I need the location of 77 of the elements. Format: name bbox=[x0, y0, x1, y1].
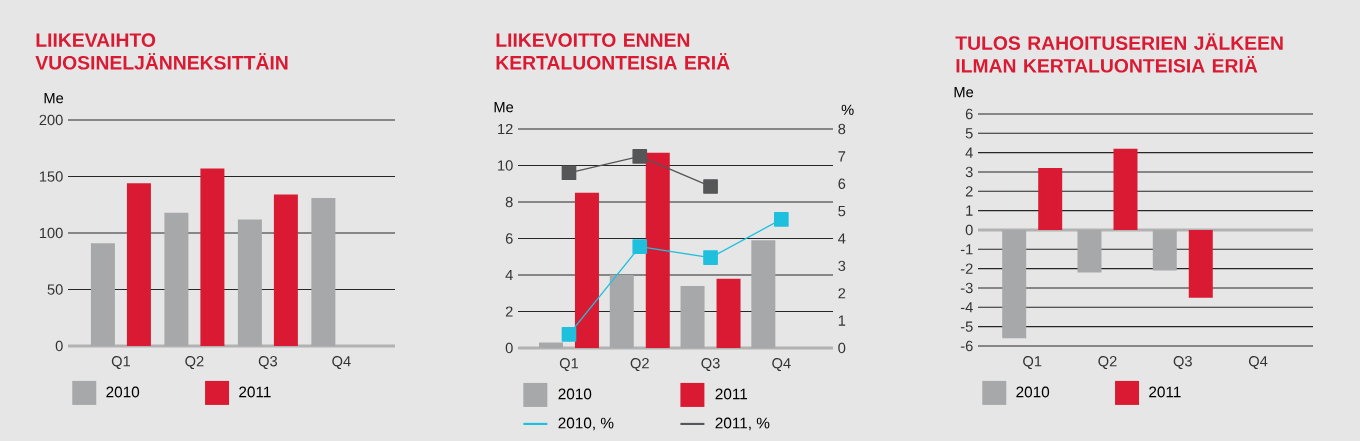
y-tick-label: 150 bbox=[39, 171, 63, 182]
y-tick-label: -4 bbox=[960, 302, 973, 313]
y-tick-label: -1 bbox=[960, 244, 973, 255]
y2-tick-label: 6 bbox=[838, 178, 846, 189]
y-tick-label: 6 bbox=[505, 233, 513, 244]
y2-tick-label: 3 bbox=[838, 260, 846, 272]
y-tick-label: 200 bbox=[39, 114, 63, 126]
legend-label: 2010 bbox=[558, 388, 592, 400]
y-tick-label: 0 bbox=[505, 342, 513, 354]
y-tick-label: -3 bbox=[960, 282, 973, 294]
y-tick-label: 0 bbox=[55, 340, 63, 352]
y-tick-label: 2 bbox=[505, 306, 513, 317]
y-tick-label: -5 bbox=[960, 321, 973, 332]
y2-tick-label: 2 bbox=[838, 288, 846, 299]
bar bbox=[273, 194, 298, 346]
point bbox=[703, 250, 718, 265]
x-tick-label: Q2 bbox=[630, 358, 649, 372]
y2-tick-label: 7 bbox=[838, 151, 846, 162]
legend-label: 2010 bbox=[1016, 386, 1050, 398]
chart-title: LIIKEVOITTO ENNEN KERTALUONTEISIA ERIÄ bbox=[496, 33, 730, 70]
x-tick-label: Q3 bbox=[701, 358, 720, 372]
x-tick-label: Q1 bbox=[559, 358, 579, 372]
chart-title: TULOS RAHOITUSERIEN JÄLKEEN ILMAN KERTALUONTEISIA ERIÄ bbox=[955, 33, 1283, 73]
point bbox=[561, 165, 577, 181]
y-tick-label: 10 bbox=[498, 160, 513, 171]
y-tick-label: 4 bbox=[505, 269, 513, 281]
y-tick-label: 2 bbox=[965, 186, 973, 197]
y-tick-label: 50 bbox=[47, 284, 63, 295]
x-tick-label: Q1 bbox=[1023, 356, 1042, 370]
y-axis-title: Me bbox=[954, 87, 974, 98]
y2-tick-label: 8 bbox=[838, 123, 846, 135]
legend-label: 2011 bbox=[1149, 386, 1181, 398]
bar bbox=[200, 168, 225, 346]
x-tick-label: Q3 bbox=[1173, 356, 1192, 370]
legend-label: 2011 bbox=[239, 386, 271, 398]
legend-label: 2010 bbox=[106, 386, 140, 398]
y-tick-label: 1 bbox=[966, 205, 973, 216]
y-tick-label: -2 bbox=[960, 263, 973, 274]
point bbox=[632, 149, 648, 164]
y-tick-label: 5 bbox=[965, 128, 973, 139]
x-tick-label: Q2 bbox=[185, 356, 204, 370]
bar bbox=[1188, 229, 1213, 298]
x-tick-label: Q4 bbox=[772, 358, 791, 372]
x-tick-label: Q3 bbox=[258, 356, 278, 370]
point bbox=[632, 239, 648, 255]
y2-axis-title: % bbox=[841, 104, 854, 115]
legend-label: 2011, % bbox=[715, 417, 770, 431]
point bbox=[561, 326, 577, 342]
bar bbox=[716, 278, 741, 348]
y-tick-label: -6 bbox=[960, 340, 973, 352]
y2-tick-label: 5 bbox=[838, 206, 846, 217]
y-tick-label: 12 bbox=[498, 123, 513, 135]
x-tick-label: Q4 bbox=[332, 356, 351, 370]
bar bbox=[1113, 148, 1138, 230]
legend-label: 2011 bbox=[715, 388, 748, 400]
bar bbox=[1038, 168, 1063, 230]
y-tick-label: 6 bbox=[965, 108, 973, 120]
y-tick-label: 4 bbox=[965, 147, 973, 158]
x-tick-label: Q1 bbox=[111, 356, 130, 370]
y-axis-title: Me bbox=[44, 93, 64, 104]
chart-title: LIIKEVAIHTO VUOSINELJÄNNEKSITTÄIN bbox=[35, 33, 288, 70]
x-tick-label: Q4 bbox=[1248, 356, 1268, 370]
y-axis-title: Me bbox=[494, 102, 514, 113]
point bbox=[703, 179, 718, 194]
x-tick-label: Q2 bbox=[1098, 356, 1117, 370]
bar bbox=[574, 192, 599, 348]
y-tick-label: 3 bbox=[965, 166, 973, 178]
y2-tick-label: 0 bbox=[838, 342, 846, 354]
point bbox=[774, 211, 789, 227]
y2-tick-label: 4 bbox=[838, 233, 846, 244]
y2-tick-label: 1 bbox=[838, 315, 846, 326]
legend-label: 2010, % bbox=[558, 417, 614, 431]
y-tick-label: 0 bbox=[965, 224, 973, 236]
bar bbox=[126, 183, 151, 346]
y-tick-label: 100 bbox=[39, 227, 63, 239]
y-tick-label: 8 bbox=[505, 196, 513, 208]
bar bbox=[645, 152, 670, 348]
